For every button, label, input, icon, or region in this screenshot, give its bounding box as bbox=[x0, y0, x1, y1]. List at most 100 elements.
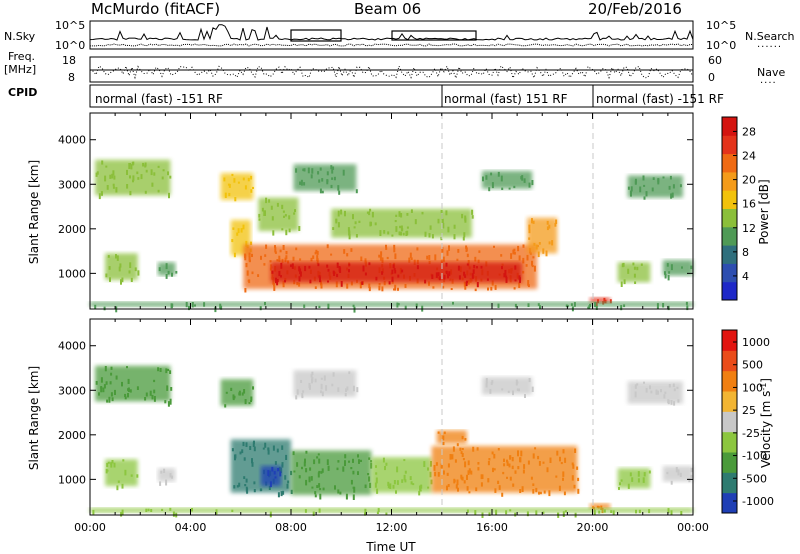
mode-label-2: normal (fast) 151 RF bbox=[444, 92, 568, 106]
echo-cell bbox=[320, 390, 322, 394]
x-tick-label: 00:00 bbox=[74, 521, 106, 534]
echo-cell bbox=[278, 270, 281, 277]
echo-cell bbox=[378, 285, 381, 291]
echo-cell bbox=[667, 399, 670, 404]
echo-cell bbox=[406, 213, 409, 216]
echo-cell bbox=[532, 256, 535, 259]
echo-cell bbox=[276, 278, 279, 283]
echo-cell bbox=[494, 284, 497, 290]
echo-cell bbox=[100, 386, 103, 389]
echo-cell bbox=[348, 233, 351, 240]
echo-cell bbox=[120, 511, 123, 517]
echo-cell bbox=[471, 215, 474, 219]
echo-cell bbox=[637, 478, 640, 483]
echo-cell bbox=[150, 169, 153, 176]
echo-cell bbox=[175, 271, 178, 274]
echo-cell bbox=[551, 240, 554, 246]
echo-cell bbox=[370, 462, 373, 469]
echo-cell bbox=[103, 384, 106, 389]
echo-cell bbox=[537, 303, 540, 306]
echo-cell bbox=[609, 299, 612, 304]
echo-cell bbox=[279, 471, 282, 477]
echo-cell bbox=[450, 288, 453, 290]
echo-cell bbox=[150, 509, 153, 512]
echo-cell bbox=[560, 462, 563, 465]
echo-cell bbox=[357, 454, 359, 458]
echo-cell bbox=[323, 375, 326, 381]
echo-cell bbox=[392, 484, 395, 489]
echo-cell bbox=[378, 254, 381, 258]
echo-cell bbox=[434, 254, 437, 261]
echo-cell bbox=[358, 459, 360, 464]
echo-cell bbox=[316, 251, 319, 255]
echo-cell bbox=[636, 383, 639, 386]
echo-cell bbox=[643, 184, 646, 187]
echo-cell bbox=[243, 476, 246, 479]
echo-cell bbox=[488, 512, 491, 516]
echo-cell bbox=[476, 447, 479, 451]
echo-cell bbox=[276, 282, 279, 286]
echo-cell bbox=[251, 458, 253, 464]
echo-cell bbox=[533, 265, 536, 272]
echo-cell bbox=[126, 169, 128, 175]
colorbar-swatch bbox=[722, 350, 737, 372]
echo-cell bbox=[359, 281, 362, 285]
colorbar-swatch bbox=[722, 431, 737, 453]
echo-cell bbox=[280, 491, 283, 497]
echo-cell bbox=[690, 467, 693, 473]
echo-cell bbox=[491, 182, 494, 189]
echo-cell bbox=[130, 164, 133, 170]
echo-cell bbox=[321, 190, 324, 194]
colorbar-swatch bbox=[722, 452, 737, 473]
echo-cell bbox=[447, 273, 449, 279]
velocity-colorbar-label: Velocity [m s-1] bbox=[759, 378, 774, 468]
echo-cell bbox=[137, 270, 140, 276]
echo-cell bbox=[620, 281, 623, 287]
echo-cell bbox=[522, 257, 525, 264]
echo-cell bbox=[258, 213, 261, 218]
echo-cell bbox=[292, 256, 295, 261]
echo-cell bbox=[520, 450, 523, 457]
echo-cell bbox=[524, 394, 526, 398]
echo-cell bbox=[342, 169, 345, 176]
echo-cell bbox=[688, 478, 691, 483]
echo-cell bbox=[522, 244, 525, 248]
echo-cell bbox=[314, 251, 317, 255]
echo-cell bbox=[129, 262, 132, 268]
echo-cell bbox=[279, 249, 282, 253]
echo-cell bbox=[282, 280, 285, 286]
echo-cell bbox=[546, 220, 549, 225]
colorbar-swatch bbox=[722, 245, 737, 264]
echo-cell bbox=[397, 274, 400, 278]
echo-cell bbox=[339, 491, 342, 495]
echo-cell bbox=[338, 190, 341, 195]
echo-cell bbox=[620, 479, 623, 482]
echo-cell bbox=[311, 371, 314, 375]
echo-cell bbox=[153, 379, 156, 383]
echo-cell bbox=[505, 510, 508, 515]
echo-cell bbox=[234, 197, 237, 202]
echo-cell bbox=[664, 391, 667, 394]
echo-cell bbox=[299, 258, 302, 261]
echo-cell bbox=[242, 177, 245, 181]
echo-cell bbox=[673, 401, 676, 406]
echo-cell bbox=[168, 192, 170, 199]
echo-cell bbox=[273, 283, 275, 287]
echo-cell bbox=[112, 170, 115, 176]
echo-cell bbox=[528, 237, 531, 240]
echo-block bbox=[481, 170, 533, 189]
echo-cell bbox=[227, 183, 230, 186]
echo-cell bbox=[311, 486, 314, 489]
echo-cell bbox=[542, 248, 545, 254]
echo-cell bbox=[603, 509, 606, 513]
echo-cell bbox=[303, 304, 306, 308]
freq-tick-top: 18 bbox=[62, 54, 76, 67]
echo-cell bbox=[667, 275, 670, 281]
echo-cell bbox=[402, 232, 405, 236]
noise-panel: 10^5 10^0 10^5 10^0 bbox=[55, 19, 736, 52]
echo-cell bbox=[127, 388, 130, 391]
echo-cell bbox=[634, 180, 637, 185]
echo-cell bbox=[462, 236, 465, 241]
colorbar-tick-label: 4 bbox=[742, 270, 749, 283]
echo-cell bbox=[456, 443, 459, 447]
